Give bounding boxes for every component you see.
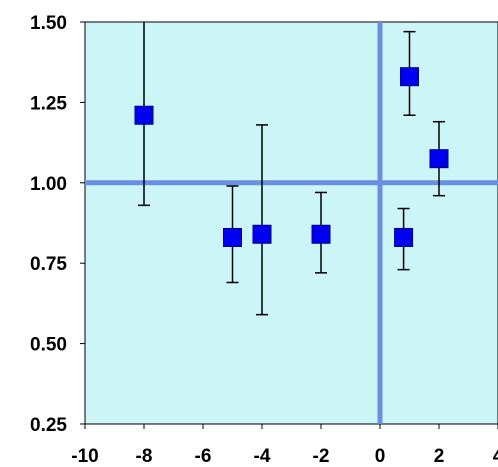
axes: 0.25 0.50 0.75 1.00 1.25 1.50 -10 -8 -6 -4 -2 0 2 4	[30, 13, 498, 467]
data-point-2	[252, 224, 272, 244]
y-tick-label-3: 1.00	[30, 174, 67, 195]
y-tick-label-5: 1.50	[30, 13, 67, 34]
data-point-0	[134, 105, 154, 125]
x-tick-label-1: -8	[136, 446, 153, 467]
plot-area	[84, 21, 498, 425]
y-tick-label-4: 1.25	[30, 93, 67, 114]
data-point-3	[311, 224, 331, 244]
x-tick-label-5: 0	[375, 446, 386, 467]
data-point-5	[394, 227, 414, 247]
x-tick-label-2: -6	[195, 446, 212, 467]
y-tick-label-2: 0.75	[30, 254, 67, 275]
x-tick-label-6: 2	[434, 446, 445, 467]
data-point-1	[223, 227, 242, 247]
data-markers	[134, 22, 449, 316]
reference-lines	[85, 22, 498, 424]
y-tick-label-0: 0.25	[30, 415, 67, 436]
x-tick-label-4: -2	[313, 446, 330, 467]
x-tick-label-0: -10	[71, 446, 98, 467]
data-point-4	[400, 67, 419, 87]
x-tick-label-7: 4	[493, 446, 498, 467]
data-point-6	[429, 149, 449, 169]
y-tick-label-1: 0.50	[30, 335, 67, 356]
x-tick-label-3: -4	[254, 446, 271, 467]
